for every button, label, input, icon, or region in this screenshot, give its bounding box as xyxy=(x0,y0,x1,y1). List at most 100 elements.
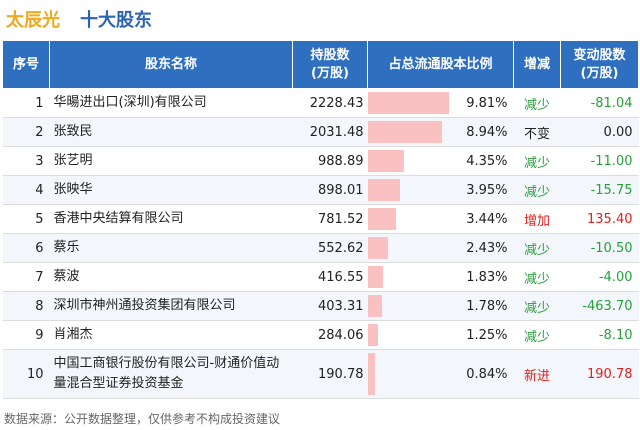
ratio-value: 3.44% xyxy=(466,211,508,227)
table-row: 8 深圳市神州通投资集团有限公司 403.31 1.78% 减少 -463.70 xyxy=(2,291,639,321)
change-type: 减少 xyxy=(513,88,561,118)
ratio-value: 8.94% xyxy=(466,124,508,140)
header-name: 股东名称 xyxy=(49,40,293,89)
share-count: 2228.43 xyxy=(292,88,368,118)
table-row: 4 张映华 898.01 3.95% 减少 -15.75 xyxy=(2,175,639,205)
row-index: 4 xyxy=(2,175,50,205)
row-index: 2 xyxy=(2,117,50,147)
ratio-cell: 3.95% xyxy=(367,175,514,205)
change-type: 减少 xyxy=(513,262,561,292)
section-title: 十大股东 xyxy=(80,10,152,31)
ratio-cell: 1.83% xyxy=(367,262,514,292)
ratio-bar xyxy=(367,237,388,259)
table-row: 7 蔡波 416.55 1.83% 减少 -4.00 xyxy=(2,262,639,292)
ratio-bar xyxy=(367,353,375,395)
row-index: 7 xyxy=(2,262,50,292)
change-amount: 135.40 xyxy=(560,204,639,234)
shareholder-name: 香港中央结算有限公司 xyxy=(49,204,293,234)
share-count: 2031.48 xyxy=(292,117,368,147)
ratio-bar xyxy=(367,150,404,172)
ratio-cell: 1.78% xyxy=(367,291,514,321)
ratio-value: 4.35% xyxy=(466,153,508,169)
change-type: 减少 xyxy=(513,146,561,176)
change-type: 不变 xyxy=(513,117,561,147)
change-amount: -10.50 xyxy=(560,233,639,263)
share-count: 988.89 xyxy=(292,146,368,176)
table-row: 3 张艺明 988.89 4.35% 减少 -11.00 xyxy=(2,146,639,176)
ratio-value: 9.81% xyxy=(466,95,508,111)
ratio-cell: 2.43% xyxy=(367,233,514,263)
row-index: 10 xyxy=(2,349,50,399)
shareholder-name: 华暘进出口(深圳)有限公司 xyxy=(49,88,293,118)
row-index: 6 xyxy=(2,233,50,263)
shareholder-name: 张致民 xyxy=(49,117,293,147)
change-amount: -15.75 xyxy=(560,175,639,205)
change-amount: 190.78 xyxy=(560,349,639,399)
shareholder-name: 蔡乐 xyxy=(49,233,293,263)
row-index: 5 xyxy=(2,204,50,234)
ratio-cell: 4.35% xyxy=(367,146,514,176)
table-header-row: 序号 股东名称 持股数(万股) 占总流通股本比例 增减 变动股数(万股) xyxy=(2,40,639,89)
ratio-value: 1.25% xyxy=(466,327,508,343)
table-row: 10 中国工商银行股份有限公司-财通价值动量混合型证券投资基金 190.78 0.84… xyxy=(2,349,639,399)
ratio-value: 2.43% xyxy=(466,240,508,256)
change-amount: -463.70 xyxy=(560,291,639,321)
share-count: 781.52 xyxy=(292,204,368,234)
change-amount: -4.00 xyxy=(560,262,639,292)
change-type: 新进 xyxy=(513,349,561,399)
row-index: 1 xyxy=(2,88,50,118)
row-index: 3 xyxy=(2,146,50,176)
share-count: 552.62 xyxy=(292,233,368,263)
table-row: 2 张致民 2031.48 8.94% 不变 0.00 xyxy=(2,117,639,147)
ratio-value: 1.78% xyxy=(466,298,508,314)
shareholder-name: 肖湘杰 xyxy=(49,320,293,350)
ratio-cell: 9.81% xyxy=(367,88,514,118)
shareholder-name: 张映华 xyxy=(49,175,293,205)
ratio-bar xyxy=(367,92,450,114)
ratio-bar xyxy=(367,295,383,317)
ratio-bar xyxy=(367,179,401,201)
ratio-cell: 0.84% xyxy=(367,349,514,399)
row-index: 8 xyxy=(2,291,50,321)
footer-note: 数据来源：公开数据整理，仅供参考不构成投资建议 xyxy=(4,412,281,426)
share-count: 898.01 xyxy=(292,175,368,205)
change-amount: -81.04 xyxy=(560,88,639,118)
shareholders-table: 序号 股东名称 持股数(万股) 占总流通股本比例 增减 变动股数(万股) 1 华暘… xyxy=(2,40,639,399)
ratio-bar xyxy=(367,121,442,143)
shareholder-name: 深圳市神州通投资集团有限公司 xyxy=(49,291,293,321)
title-bar: 太辰光 十大股东 xyxy=(0,0,640,40)
ratio-value: 0.84% xyxy=(466,366,508,382)
ratio-bar xyxy=(367,266,383,288)
share-count: 190.78 xyxy=(292,349,368,399)
ratio-cell: 3.44% xyxy=(367,204,514,234)
share-count: 403.31 xyxy=(292,291,368,321)
header-shares-label: 持股数(万股) xyxy=(310,47,350,81)
shareholder-name: 蔡波 xyxy=(49,262,293,292)
change-type: 减少 xyxy=(513,175,561,205)
header-shares: 持股数(万股) xyxy=(292,40,368,89)
ratio-cell: 1.25% xyxy=(367,320,514,350)
change-amount: -11.00 xyxy=(560,146,639,176)
change-type: 减少 xyxy=(513,320,561,350)
ratio-value: 3.95% xyxy=(466,182,508,198)
table-row: 1 华暘进出口(深圳)有限公司 2228.43 9.81% 减少 -81.04 xyxy=(2,88,639,118)
shareholder-name: 中国工商银行股份有限公司-财通价值动量混合型证券投资基金 xyxy=(49,349,293,399)
change-type: 增加 xyxy=(513,204,561,234)
table-row: 9 肖湘杰 284.06 1.25% 减少 -8.10 xyxy=(2,320,639,350)
ratio-value: 1.83% xyxy=(466,269,508,285)
header-ratio: 占总流通股本比例 xyxy=(367,40,514,89)
share-count: 284.06 xyxy=(292,320,368,350)
table-row: 6 蔡乐 552.62 2.43% 减少 -10.50 xyxy=(2,233,639,263)
change-type: 减少 xyxy=(513,233,561,263)
header-index: 序号 xyxy=(2,40,50,89)
table-row: 5 香港中央结算有限公司 781.52 3.44% 增加 135.40 xyxy=(2,204,639,234)
header-change: 变动股数(万股) xyxy=(560,40,639,89)
ratio-bar xyxy=(367,208,397,230)
change-type: 减少 xyxy=(513,291,561,321)
change-amount: -8.10 xyxy=(560,320,639,350)
ratio-cell: 8.94% xyxy=(367,117,514,147)
header-change-type: 增减 xyxy=(513,40,561,89)
header-change-label: 变动股数(万股) xyxy=(573,47,626,81)
ratio-bar xyxy=(367,324,378,346)
company-title: 太辰光 xyxy=(6,10,60,31)
